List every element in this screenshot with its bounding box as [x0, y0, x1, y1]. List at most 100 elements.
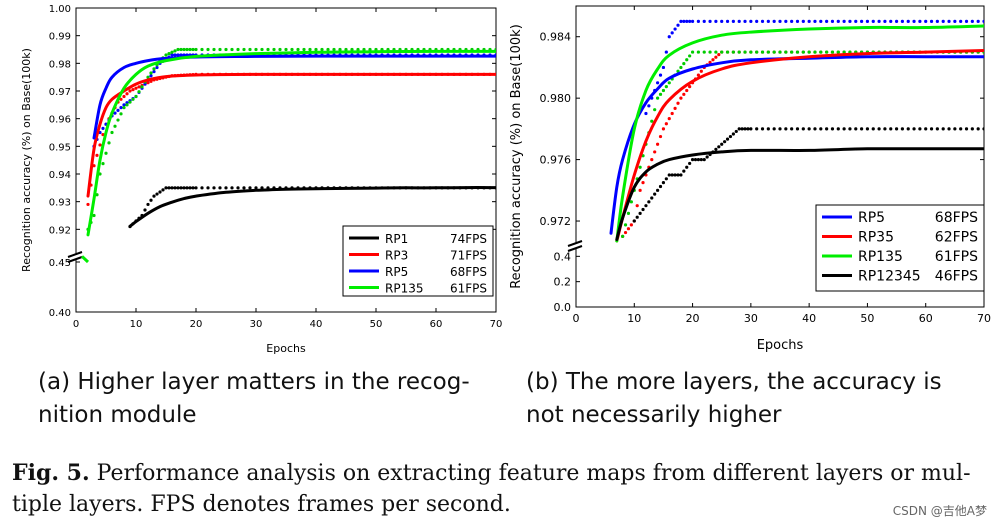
y-tick-label-b: 0.2 [554, 276, 572, 289]
dotted-point-a [182, 186, 186, 190]
dotted-point-b [644, 111, 648, 116]
chart-b: 0 10 20 30 40 50 60 70 0.972 0.976 0.980 0.984 0.0 0.… [509, 5, 991, 353]
dotted-point-b [690, 157, 695, 162]
dotted-point-b [790, 127, 794, 131]
dotted-point-b [959, 19, 963, 23]
y-tick-label-a: 0.97 [49, 87, 71, 98]
dotted-point-b [836, 127, 840, 131]
dotted-point-a [116, 108, 120, 112]
dotted-point-a [158, 190, 162, 194]
series-path-RP5-a [92, 54, 496, 140]
series-line-RP12345-b [615, 147, 984, 241]
plot-area-b [609, 19, 984, 243]
dotted-point-b [696, 50, 700, 54]
x-tick-label-b: 40 [802, 312, 816, 325]
dotted-point-b [682, 61, 686, 66]
dotted-point-b [871, 19, 875, 23]
dotted-point-b [900, 19, 904, 23]
dotted-point-b [690, 19, 695, 23]
dotted-point-b [667, 117, 671, 121]
dotted-point-b [848, 127, 852, 131]
dotted-point-b [894, 19, 899, 23]
legend-a: RP1 74FPS RP3 71FPS RP5 68FPS RP135 61FPS [342, 225, 494, 297]
dotted-point-b [647, 200, 651, 204]
dotted-point-b [664, 122, 668, 126]
dotted-point-b [723, 140, 727, 144]
series-line-RP5-a [92, 54, 496, 140]
dotted-point-b [664, 85, 668, 89]
y-tick-label-a: 0.98 [49, 59, 71, 70]
dotted-point-b [740, 127, 744, 131]
x-tick-label-a: 30 [250, 319, 263, 330]
dotted-point-a [161, 188, 165, 192]
dotted-point-b [929, 19, 934, 23]
dotted-point-a [119, 97, 123, 101]
dotted-point-b [819, 50, 823, 54]
series-line-RP1-a [128, 186, 496, 228]
dotted-point-b [749, 50, 753, 54]
dotted-point-b [679, 173, 683, 177]
dotted-point-a [98, 143, 102, 147]
dotted-point-b [877, 19, 881, 23]
dotted-point-b [755, 19, 759, 23]
dotted-point-b [664, 50, 668, 54]
dotted-point-a [137, 90, 141, 94]
y-tick-label-a: 0.94 [49, 170, 71, 181]
dotted-point-b [813, 50, 817, 54]
dotted-point-b [702, 157, 706, 162]
dotted-point-a [92, 213, 96, 218]
dotted-point-b [894, 127, 899, 131]
dotted-point-b [743, 19, 747, 23]
dotted-point-b [970, 19, 974, 23]
figure-caption: Fig. 5. Performance analysis on extracti… [12, 458, 997, 520]
dotted-point-a [107, 141, 111, 145]
dotted-point-b [766, 127, 770, 131]
dotted-point-b [964, 19, 969, 23]
y-tick-label-a: 0.40 [49, 308, 71, 319]
dotted-point-a [218, 47, 222, 52]
dotted-point-b [667, 173, 671, 177]
dotted-point-a [131, 88, 135, 92]
dotted-point-b [842, 50, 846, 54]
legend-b: RP5 68FPS RP35 62FPS RP135 61FPS RP12345 46FPS [815, 204, 985, 292]
subcaption-b-line2: not necessarily higher [526, 402, 782, 428]
dotted-point-b [883, 127, 887, 131]
dotted-point-a [284, 47, 288, 52]
legend-fps-RP135-a: 61FPS [450, 282, 487, 296]
dotted-point-a [146, 81, 150, 85]
dotted-point-a [116, 118, 120, 122]
dotted-point-a [176, 186, 180, 190]
x-tick-label-b: 30 [744, 312, 758, 325]
dotted-point-a [140, 85, 144, 89]
watermark: CSDN @吉他A梦 [892, 504, 987, 518]
legend-fps-RP3-a: 71FPS [450, 249, 487, 263]
series-path-RP135-a [86, 49, 496, 237]
dotted-point-a [155, 192, 159, 196]
series-path-RP5-b [609, 55, 984, 235]
legend-label-RP35-b: RP35 [858, 230, 894, 246]
dotted-point-a [173, 49, 177, 53]
dotted-point-b [670, 173, 674, 177]
series-path-RP35-b [615, 49, 984, 243]
axis-break-mask-a [68, 254, 84, 260]
dotted-point-b [766, 50, 770, 54]
legend-fps-RP12345-b: 46FPS [935, 269, 978, 285]
dotted-point-a [350, 47, 354, 52]
dotted-point-a [254, 47, 258, 52]
dotted-point-a [173, 53, 177, 57]
dotted-point-b [860, 19, 864, 23]
dotted-point-b [661, 127, 666, 131]
axis-break-mark-bottom-a [67, 256, 83, 263]
dotted-point-b [760, 127, 765, 131]
dotted-point-b [725, 137, 730, 141]
dotted-point-b [638, 165, 642, 169]
dotted-point-b [679, 96, 683, 100]
dotted-point-a [179, 53, 183, 57]
dotted-point-b [699, 69, 703, 73]
y-tick-label-b: 0.4 [554, 250, 572, 263]
dotted-point-b [848, 19, 852, 23]
dotted-point-b [819, 127, 823, 131]
dotted-point-b [918, 19, 922, 23]
dotted-point-a [125, 92, 129, 96]
